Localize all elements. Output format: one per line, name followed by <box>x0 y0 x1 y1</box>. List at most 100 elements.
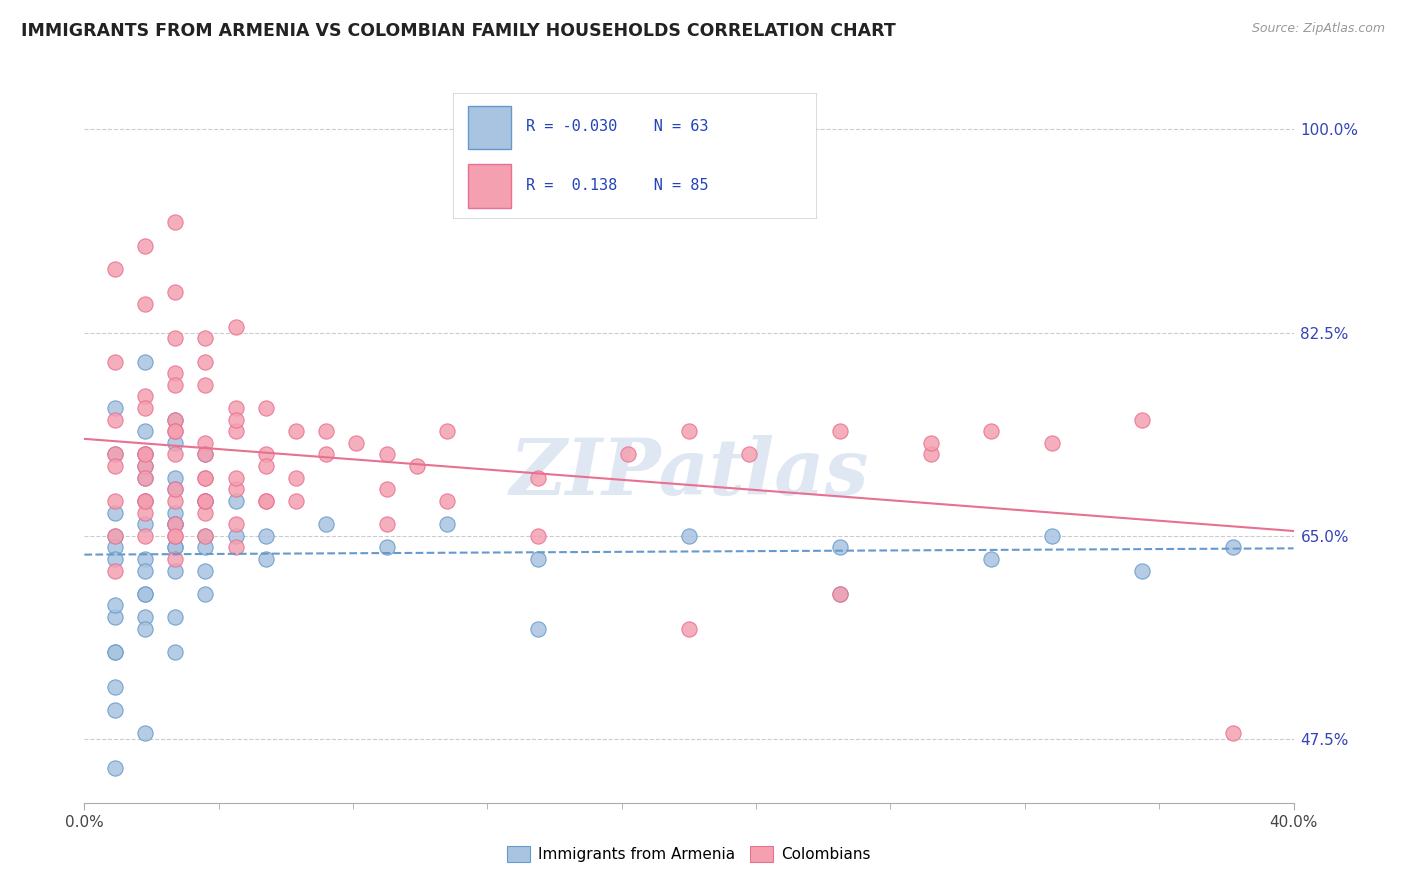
Point <box>194 494 217 508</box>
Point <box>194 448 217 462</box>
Point <box>678 424 700 438</box>
Point <box>225 471 247 485</box>
Point <box>134 552 156 566</box>
Point <box>225 517 247 532</box>
Point <box>225 412 247 426</box>
Point <box>134 448 156 462</box>
Point <box>254 459 277 474</box>
Point <box>165 412 187 426</box>
Point <box>194 494 217 508</box>
Point <box>527 552 550 566</box>
Point <box>254 448 277 462</box>
Point <box>194 354 217 368</box>
Point <box>134 506 156 520</box>
Point <box>104 506 127 520</box>
Point <box>225 494 247 508</box>
Point <box>254 494 277 508</box>
Point <box>194 541 217 555</box>
Point <box>165 645 187 659</box>
Point <box>134 610 156 624</box>
Point <box>194 529 217 543</box>
Point <box>104 448 127 462</box>
Point <box>527 471 550 485</box>
Point <box>165 377 187 392</box>
Point <box>1040 529 1063 543</box>
Point <box>104 401 127 415</box>
Point <box>134 448 156 462</box>
Point <box>165 471 187 485</box>
Point <box>165 610 187 624</box>
Point <box>104 645 127 659</box>
Point <box>254 494 277 508</box>
Point <box>165 436 187 450</box>
Point <box>134 389 156 403</box>
Point <box>104 564 127 578</box>
Point <box>678 529 700 543</box>
Point <box>165 564 187 578</box>
Point <box>194 471 217 485</box>
Point <box>165 517 187 532</box>
Point <box>315 448 337 462</box>
Point <box>104 494 127 508</box>
Point <box>165 424 187 438</box>
Point <box>104 529 127 543</box>
Point <box>225 483 247 497</box>
Point <box>194 529 217 543</box>
Point <box>104 703 127 717</box>
Point <box>830 541 852 555</box>
Point <box>104 261 127 276</box>
Point <box>165 506 187 520</box>
Point <box>134 494 156 508</box>
Point <box>134 564 156 578</box>
Point <box>104 680 127 694</box>
Point <box>134 459 156 474</box>
Point <box>738 448 761 462</box>
Point <box>194 377 217 392</box>
Point <box>165 529 187 543</box>
Point <box>165 529 187 543</box>
Point <box>436 517 458 532</box>
Point <box>104 354 127 368</box>
Point <box>104 819 127 833</box>
Point <box>315 517 337 532</box>
Point <box>980 424 1002 438</box>
Point <box>165 541 187 555</box>
Point <box>436 424 458 438</box>
Point <box>830 587 852 601</box>
Point <box>134 587 156 601</box>
Point <box>1132 412 1154 426</box>
Point <box>527 529 550 543</box>
Point <box>1132 564 1154 578</box>
Point <box>225 529 247 543</box>
Point <box>104 448 127 462</box>
Point <box>194 494 217 508</box>
Point <box>920 448 942 462</box>
Point <box>134 459 156 474</box>
Point <box>830 424 852 438</box>
Point <box>134 424 156 438</box>
Point <box>920 436 942 450</box>
Point <box>134 726 156 740</box>
Point <box>104 529 127 543</box>
Text: IMMIGRANTS FROM ARMENIA VS COLOMBIAN FAMILY HOUSEHOLDS CORRELATION CHART: IMMIGRANTS FROM ARMENIA VS COLOMBIAN FAM… <box>21 22 896 40</box>
Point <box>254 401 277 415</box>
Point <box>194 448 217 462</box>
Point <box>254 529 277 543</box>
Text: Source: ZipAtlas.com: Source: ZipAtlas.com <box>1251 22 1385 36</box>
Point <box>830 587 852 601</box>
Point <box>134 448 156 462</box>
Point <box>104 645 127 659</box>
Text: ZIPatlas: ZIPatlas <box>509 435 869 512</box>
Point <box>225 319 247 334</box>
Point <box>104 552 127 566</box>
Point <box>678 622 700 636</box>
Point <box>285 471 308 485</box>
Point <box>134 296 156 310</box>
Point <box>315 424 337 438</box>
Point <box>194 494 217 508</box>
Point <box>134 401 156 415</box>
Point <box>980 552 1002 566</box>
Point <box>165 366 187 380</box>
Point <box>165 448 187 462</box>
Point <box>375 517 398 532</box>
